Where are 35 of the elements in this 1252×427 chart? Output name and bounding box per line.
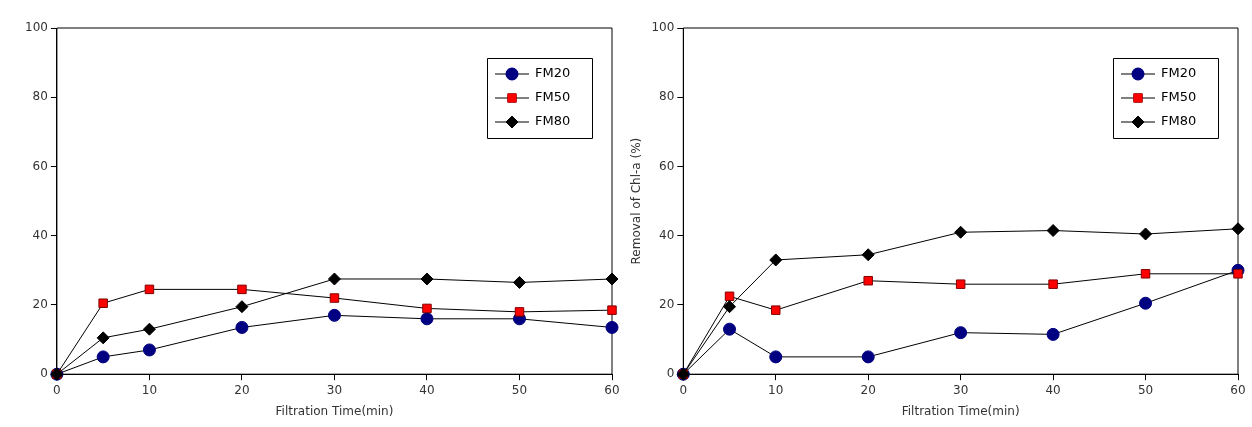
x-axis-title: Filtration Time(min)	[901, 403, 1020, 418]
x-tick-label: 0	[53, 382, 61, 397]
x-tick-label: 30	[326, 382, 343, 397]
legend-label: FM80	[1161, 113, 1197, 129]
y-tick-label: 20	[659, 297, 675, 312]
x-tick-label: 20	[860, 382, 876, 397]
x-tick-label: 50	[1137, 382, 1154, 397]
x-tick-label: 10	[141, 382, 158, 397]
y-tick-label: 40	[659, 227, 675, 242]
legend-label: FM80	[535, 113, 571, 129]
x-tick-label: 0	[679, 382, 688, 397]
legend-label: FM50	[1161, 89, 1197, 105]
y-tick-label: 40	[32, 227, 48, 242]
y-tick-label: 80	[32, 89, 48, 104]
y-tick-label: 0	[40, 366, 48, 381]
y-axis-title: Removal of Chl-a (%)	[629, 137, 644, 265]
y-tick-label: 80	[659, 89, 675, 104]
legend-label: FM20	[535, 65, 571, 81]
x-tick-label: 10	[768, 382, 784, 397]
y-tick-label: 100	[25, 20, 48, 35]
y-tick-label: 20	[32, 297, 48, 312]
legend-label: FM20	[1161, 65, 1197, 81]
x-tick-label: 40	[419, 382, 435, 397]
x-axis-title: Filtration Time(min)	[275, 403, 394, 418]
legend-label: FM50	[535, 89, 571, 105]
x-tick-label: 40	[1045, 382, 1061, 397]
y-tick-label: 60	[659, 158, 675, 173]
x-tick-label: 30	[953, 382, 969, 397]
y-tick-label: 60	[32, 158, 48, 173]
y-tick-label: 100	[651, 20, 675, 35]
x-tick-label: 50	[511, 382, 528, 397]
x-tick-label: 60	[1230, 382, 1246, 397]
x-tick-label: 60	[604, 382, 620, 397]
x-tick-label: 20	[234, 382, 250, 397]
y-tick-label: 0	[666, 366, 675, 381]
